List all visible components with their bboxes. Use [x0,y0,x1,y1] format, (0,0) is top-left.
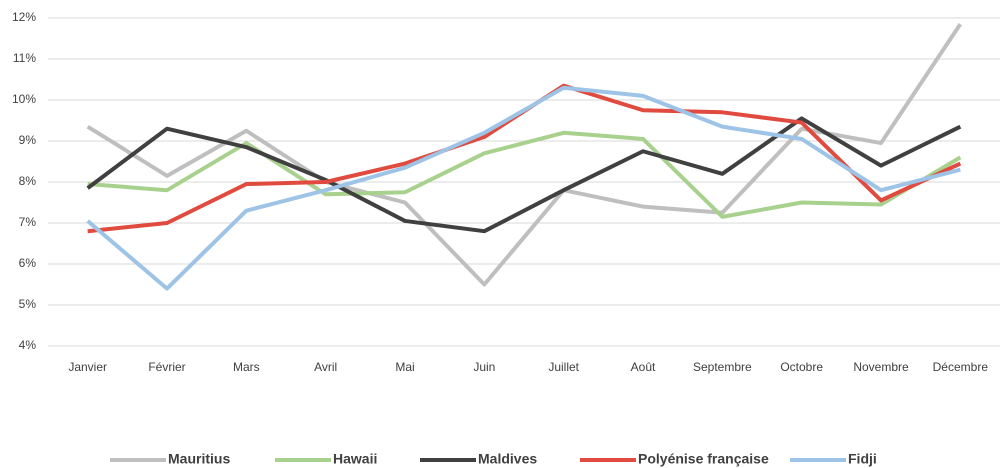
legend-label: Fidji [848,451,877,467]
x-tick-label: Novembre [853,360,909,374]
x-tick-label: Février [148,360,185,374]
y-tick-label: 12% [12,10,36,24]
series-line [86,85,961,291]
x-tick-label: Mars [233,360,260,374]
series-line [87,130,962,219]
legend-label: Mauritius [168,451,230,467]
y-tick-label: 7% [19,215,37,229]
x-tick-label: Avril [314,360,337,374]
y-tick-label: 6% [19,256,37,270]
x-tick-label: Décembre [933,360,989,374]
x-tick-label: Juillet [548,360,579,374]
series-line [86,23,962,287]
series-line [86,116,962,234]
y-tick-label: 9% [19,133,37,147]
y-tick-label: 4% [19,338,37,352]
legend-label: Hawaii [333,451,377,467]
legend-label: Polyénise française [638,451,769,467]
x-tick-label: Mai [395,360,414,374]
x-tick-label: Octobre [780,360,823,374]
y-tick-label: 5% [19,297,37,311]
x-tick-label: Août [631,360,656,374]
x-tick-label: Juin [473,360,495,374]
y-tick-label: 8% [19,174,37,188]
y-tick-label: 10% [12,92,36,106]
x-tick-label: Janvier [68,360,107,374]
legend-label: Maldives [478,451,537,467]
x-tick-label: Septembre [693,360,752,374]
y-tick-label: 11% [13,51,36,65]
